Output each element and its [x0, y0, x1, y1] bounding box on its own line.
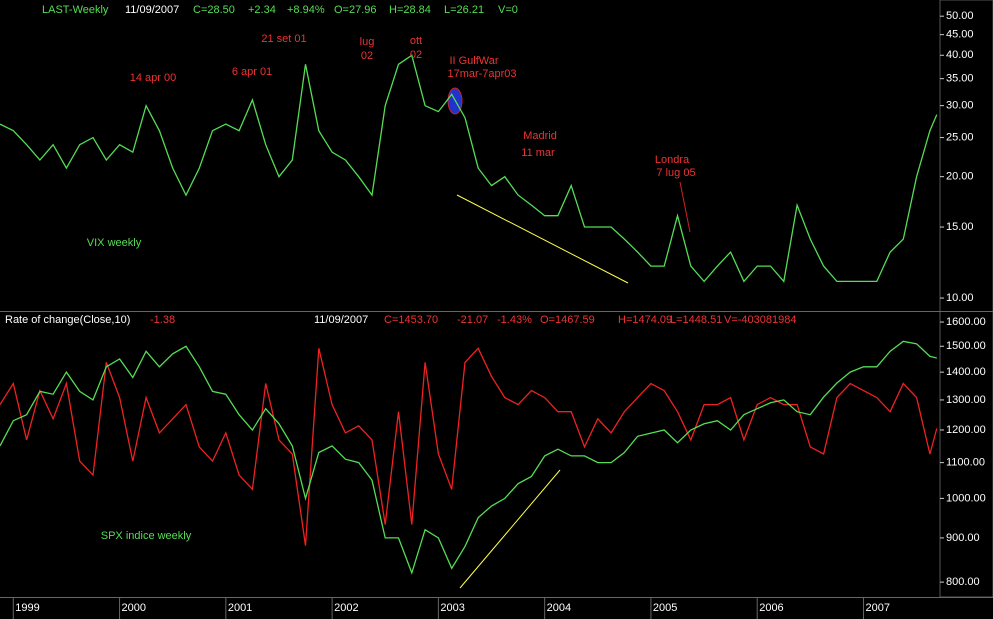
annotation: 11 mar [521, 147, 555, 159]
y-tick-label: 40.00 [946, 49, 974, 61]
header-field: -1.43% [497, 314, 532, 326]
header-field: O=1467.59 [540, 314, 595, 326]
header-field: Rate of change(Close,10) [5, 314, 130, 326]
annotation: 02 [361, 50, 373, 62]
header-field: -1.38 [150, 314, 175, 326]
annotation: 17mar-7apr03 [447, 68, 516, 80]
x-tick-label: 2002 [334, 602, 358, 614]
annotation: lug [360, 36, 375, 48]
y-tick-label: 10.00 [946, 292, 974, 304]
x-tick-label: 2007 [865, 602, 889, 614]
header-field: +8.94% [287, 4, 325, 16]
trend-line [456, 194, 629, 284]
x-tick-label: 1999 [15, 602, 39, 614]
annotation: 6 apr 01 [232, 66, 272, 78]
y-tick-label: 1100.00 [946, 457, 985, 469]
y-tick-label: 1000.00 [946, 492, 986, 504]
header-field: H=28.84 [389, 4, 431, 16]
y-tick-label: 1600.00 [946, 316, 986, 328]
header-field: +2.34 [248, 4, 276, 16]
series-line [0, 347, 938, 546]
header-field: 11/09/2007 [314, 314, 368, 326]
y-tick-label: 50.00 [946, 10, 974, 22]
header-field: L=1448.51 [670, 314, 722, 326]
annotation: II GulfWar [449, 55, 498, 67]
y-tick-label: 30.00 [946, 100, 974, 112]
header-field: L=26.21 [444, 4, 484, 16]
header-field: C=1453.70 [384, 314, 438, 326]
y-tick-label: 1200.00 [946, 424, 986, 436]
header-field: V=0 [498, 4, 518, 16]
header-field: 11/09/2007 [125, 4, 179, 16]
y-tick-label: 35.00 [946, 73, 974, 85]
annotation: ott [410, 35, 422, 47]
annotation: 02 [410, 49, 422, 61]
annotation: VIX weekly [87, 237, 142, 249]
y-tick-label: 1500.00 [946, 340, 986, 352]
annotation: 21 set 01 [261, 33, 306, 45]
y-tick-label: 20.00 [946, 171, 974, 183]
y-tick-label: 25.00 [946, 131, 974, 143]
annotation: Madrid [523, 130, 557, 142]
header-field: V=-403081984 [724, 314, 796, 326]
x-tick-label: 2000 [122, 602, 146, 614]
x-tick-label: 2003 [440, 602, 464, 614]
y-tick-label: 1300.00 [946, 394, 986, 406]
series-line [0, 54, 938, 283]
annotation-arrow [679, 181, 691, 233]
header-field: LAST-Weekly [42, 4, 109, 16]
y-tick-label: 45.00 [946, 29, 974, 41]
header-field: C=28.50 [193, 4, 235, 16]
y-tick-label: 900.00 [946, 532, 980, 544]
x-tick-label: 2006 [759, 602, 783, 614]
price-axis-strip [939, 0, 993, 598]
annotation: 14 apr 00 [130, 72, 176, 84]
annotation: 7 lug 05 [656, 167, 695, 179]
header-field: O=27.96 [334, 4, 377, 16]
series-line [0, 340, 937, 575]
trend-line [459, 469, 561, 589]
y-tick-label: 800.00 [946, 576, 980, 588]
y-tick-label: 1400.00 [946, 366, 986, 378]
x-tick-label: 2005 [653, 602, 677, 614]
header-field: -21.07 [457, 314, 488, 326]
x-tick-label: 2001 [228, 602, 252, 614]
header-field: H=1474.09 [618, 314, 672, 326]
y-tick-label: 15.00 [946, 221, 974, 233]
annotation: SPX indice weekly [101, 530, 192, 542]
x-tick-label: 2004 [547, 602, 571, 614]
annotation: Londra [655, 154, 690, 166]
